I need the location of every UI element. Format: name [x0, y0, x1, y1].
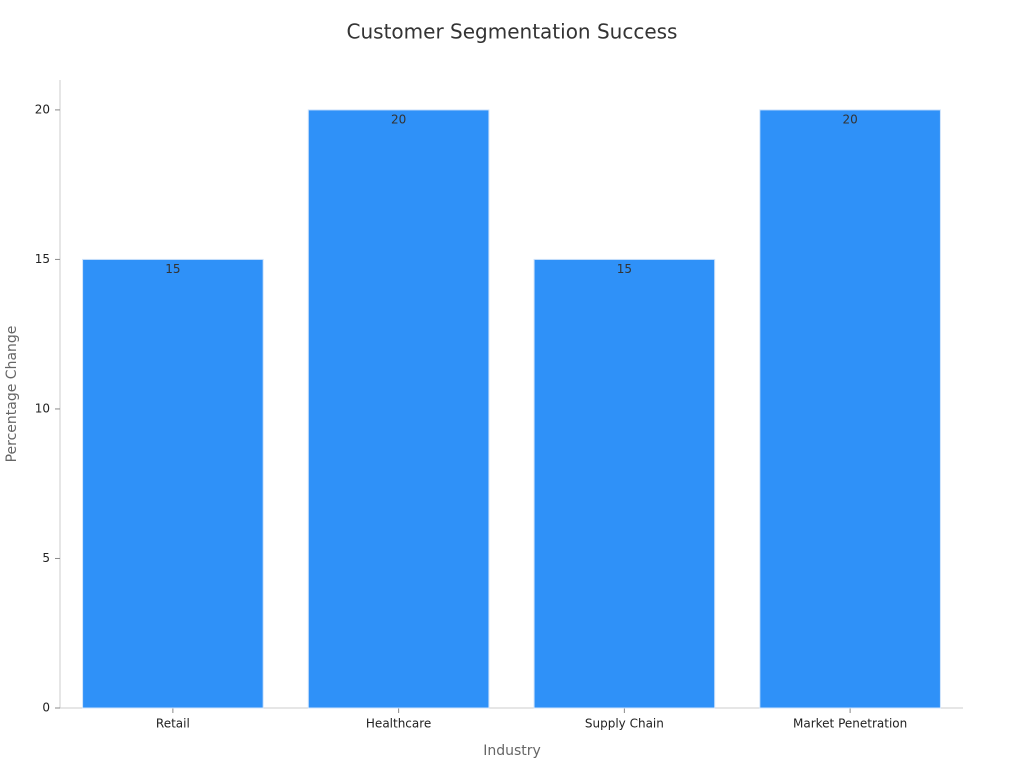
x-tick-label: Healthcare [366, 717, 431, 731]
x-tick-label: Retail [156, 717, 190, 731]
x-axis-label: Industry [483, 743, 541, 759]
bar [759, 109, 941, 709]
data-label: 15 [617, 262, 632, 276]
x-tick-label: Supply Chain [585, 717, 664, 731]
data-label: 15 [165, 262, 180, 276]
y-tick-label: 20 [35, 102, 50, 116]
bar [533, 258, 716, 709]
bar [82, 258, 264, 709]
y-tick-label: 5 [42, 551, 50, 565]
y-tick-label: 10 [35, 401, 50, 415]
data-label: 20 [842, 112, 857, 126]
x-tick-label: Market Penetration [793, 717, 907, 731]
y-tick-label: 0 [42, 701, 50, 715]
bar [307, 109, 490, 709]
chart-title: Customer Segmentation Success [347, 20, 678, 44]
data-label: 20 [391, 112, 406, 126]
y-tick-label: 15 [35, 252, 50, 266]
y-axis-label: Percentage Change [4, 326, 20, 463]
